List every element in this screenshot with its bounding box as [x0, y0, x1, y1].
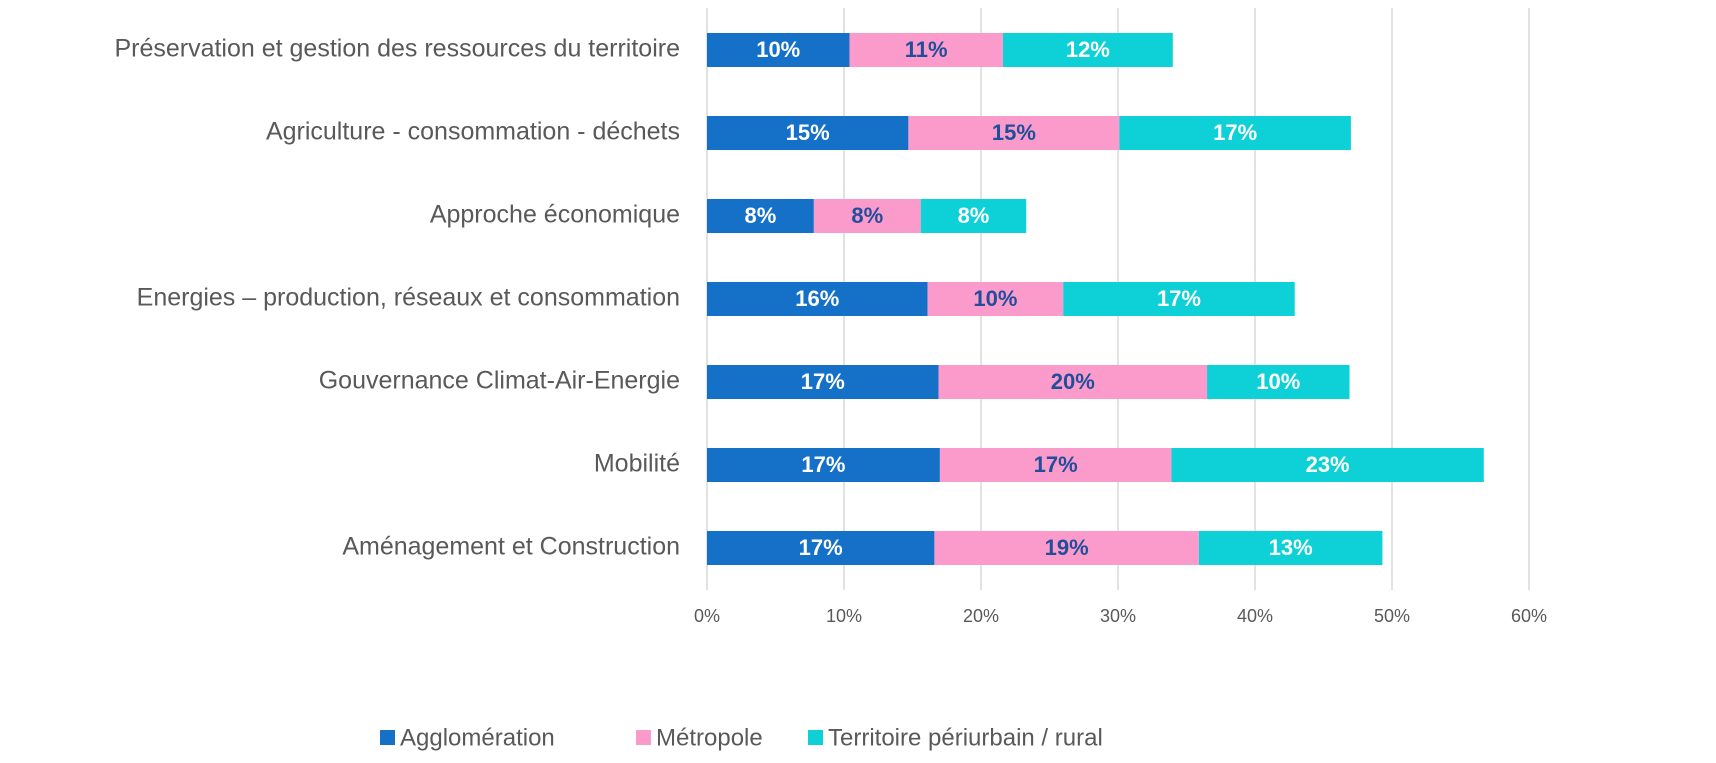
x-tick-label: 10% — [826, 606, 862, 626]
legend-swatch — [636, 730, 651, 745]
bar-segment — [707, 448, 940, 482]
value-label: 10% — [973, 286, 1017, 311]
value-label: 13% — [1269, 535, 1313, 560]
bar-segment — [1207, 365, 1350, 399]
bar-segment — [707, 199, 814, 233]
value-label: 17% — [1034, 452, 1078, 477]
legend-swatch — [808, 730, 823, 745]
bar-segment — [813, 199, 921, 233]
bar-segment — [1063, 282, 1295, 316]
bar-segment — [1002, 33, 1173, 67]
value-label: 19% — [1045, 535, 1089, 560]
bar-segment — [938, 365, 1208, 399]
bar-segment — [908, 116, 1120, 150]
category-label: Agriculture - consommation - déchets — [266, 118, 680, 146]
value-label: 16% — [795, 286, 839, 311]
category-label: Gouvernance Climat-Air-Energie — [319, 367, 680, 395]
category-label: Aménagement et Construction — [342, 533, 680, 561]
bar-segment — [849, 33, 1003, 67]
value-label: 10% — [1256, 369, 1300, 394]
legend-label: Agglomération — [400, 724, 555, 751]
value-label: 12% — [1066, 37, 1110, 62]
x-tick-label: 60% — [1511, 606, 1547, 626]
bar-segment — [939, 448, 1172, 482]
category-label: Mobilité — [594, 450, 680, 478]
bar-segment — [934, 531, 1199, 565]
value-label: 8% — [851, 203, 883, 228]
value-label: 15% — [786, 120, 830, 145]
value-label: 11% — [905, 37, 948, 62]
bar-segment — [707, 365, 939, 399]
value-label: 8% — [958, 203, 990, 228]
x-tick-label: 0% — [694, 606, 720, 626]
x-tick-label: 20% — [963, 606, 999, 626]
bar-segment — [707, 33, 850, 67]
value-label: 23% — [1306, 452, 1350, 477]
value-label: 17% — [801, 369, 845, 394]
value-label: 20% — [1051, 369, 1095, 394]
value-label: 15% — [992, 120, 1036, 145]
bar-segment — [927, 282, 1064, 316]
bar-segment — [707, 116, 909, 150]
bar-segment — [707, 531, 935, 565]
value-label: 17% — [1157, 286, 1201, 311]
x-tick-label: 40% — [1237, 606, 1273, 626]
value-label: 17% — [1213, 120, 1257, 145]
legend-label: Territoire périurbain / rural — [828, 724, 1103, 751]
bar-segment — [920, 199, 1027, 233]
value-label: 17% — [799, 535, 843, 560]
legend-label: Métropole — [656, 724, 763, 751]
category-label: Préservation et gestion des ressources d… — [114, 35, 680, 63]
bar-segment — [1198, 531, 1383, 565]
bar-segment — [707, 282, 928, 316]
x-tick-label: 30% — [1100, 606, 1136, 626]
x-tick-label: 50% — [1374, 606, 1410, 626]
bar-segment — [1171, 448, 1484, 482]
category-label: Energies – production, réseaux et consom… — [137, 284, 680, 312]
bar-segment — [1119, 116, 1351, 150]
legend-swatch — [380, 730, 395, 745]
value-label: 17% — [801, 452, 845, 477]
category-label: Approche économique — [430, 201, 680, 229]
value-label: 10% — [756, 37, 800, 62]
value-label: 8% — [745, 203, 777, 228]
